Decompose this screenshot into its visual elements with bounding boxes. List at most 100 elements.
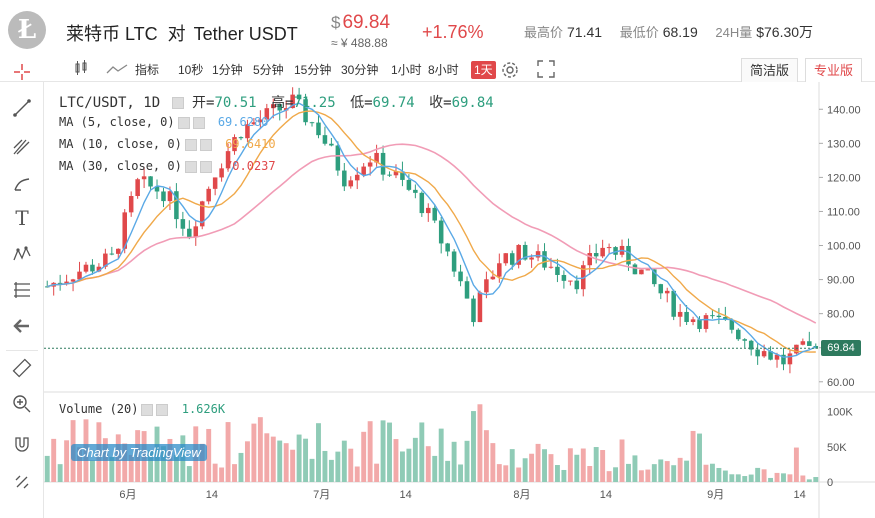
interval-5m[interactable]: 5分钟 (253, 63, 284, 77)
chart-canvas[interactable]: 60.0070.0080.0090.00100.00110.00120.0013… (44, 82, 875, 518)
volume-bar (716, 467, 722, 482)
time-tick-label: 14 (400, 489, 412, 501)
volume-bar (548, 454, 554, 482)
settings-gear-icon[interactable] (500, 60, 520, 83)
candle-body (742, 339, 747, 341)
ma10-label: MA (10, close, 0) (59, 137, 182, 151)
pro-view-tab[interactable]: 专业版 (805, 58, 863, 84)
candle-body (761, 351, 767, 357)
interval-1h[interactable]: 1小时 (391, 63, 422, 77)
interval-30m[interactable]: 30分钟 (341, 63, 379, 77)
ma5-close-icon[interactable] (192, 116, 205, 129)
candle-body (697, 319, 702, 329)
symbol-label: LTC/USDT, 1D (59, 95, 161, 111)
volume-bar (483, 430, 489, 482)
volume-bar (458, 464, 464, 482)
candle-body (626, 245, 631, 265)
volume-bar (542, 449, 547, 482)
text-tool-icon[interactable]: T (15, 206, 29, 230)
candle-body (206, 188, 211, 202)
volume-bar (348, 448, 354, 482)
interval-15m[interactable]: 15分钟 (294, 63, 332, 77)
volume-bar (57, 464, 63, 482)
crosshair-icon[interactable] (10, 60, 34, 84)
candle-body (561, 274, 567, 281)
candle-body (587, 253, 592, 266)
lock-drawings-icon[interactable] (10, 470, 34, 494)
simple-view-tab[interactable]: 简洁版 (741, 58, 799, 84)
volume-bar (380, 420, 386, 482)
interval-8h[interactable]: 8小时 (428, 63, 459, 77)
candle-body (600, 247, 605, 257)
fullscreen-icon[interactable] (537, 60, 555, 81)
volume-settings-icon[interactable] (141, 403, 154, 416)
candle-body (781, 354, 786, 365)
volume-bar (290, 449, 296, 482)
drawing-toolbar: T (0, 64, 44, 518)
candle-body (96, 266, 102, 272)
candle-body (503, 253, 509, 264)
candle-body (64, 281, 69, 284)
pattern-icon[interactable] (10, 242, 34, 266)
candle-body (225, 151, 231, 169)
candle-body (387, 174, 392, 176)
candle-body (716, 315, 722, 318)
coin-name: 莱特币 LTC (66, 24, 158, 44)
candle-body (180, 219, 186, 229)
ma10-close-icon[interactable] (199, 138, 212, 151)
volume-bar (161, 446, 166, 482)
volume-bar (296, 434, 302, 482)
legend-settings-icon[interactable] (171, 97, 184, 109)
tradingview-watermark[interactable]: Chart by TradingView (71, 444, 207, 461)
fib-icon[interactable] (10, 278, 34, 302)
volume-bar (64, 440, 70, 482)
volume-bar (755, 467, 761, 482)
candle-body (374, 152, 379, 163)
ma30-close-icon[interactable] (199, 160, 212, 173)
volume-bar (264, 433, 270, 482)
volume-close-icon[interactable] (156, 403, 169, 416)
volume-bar (774, 472, 780, 482)
ma30-settings-icon[interactable] (184, 160, 197, 173)
tool-divider (6, 350, 38, 351)
ma10-settings-icon[interactable] (184, 138, 197, 151)
indicator-icon[interactable] (106, 62, 128, 78)
indicator-button[interactable]: 指标 (135, 63, 160, 77)
ohlc-legend: LTC/USDT, 1D 开=70.51 高=71.25 低=69.74 收=6… (59, 92, 500, 112)
volume-bar (244, 441, 250, 482)
volume-bar (690, 430, 696, 482)
ma5-settings-icon[interactable] (177, 116, 190, 129)
interval-10s[interactable]: 10秒 (178, 63, 204, 77)
volume-bar (393, 439, 399, 482)
pitchfork-icon[interactable] (10, 134, 34, 158)
volume-bar (593, 447, 599, 482)
volume-bar (77, 447, 82, 482)
open-label: 开= (192, 95, 215, 111)
volume-bar (651, 464, 657, 482)
candle-body (613, 247, 618, 255)
interval-1d[interactable]: 1天 (471, 61, 496, 79)
volume-bar (173, 454, 179, 482)
trend-line-icon[interactable] (10, 96, 34, 120)
volume-bar (580, 448, 586, 482)
magnet-icon[interactable] (10, 432, 34, 456)
volume-bar (535, 443, 541, 482)
volume-bar (509, 449, 515, 482)
ruler-icon[interactable] (10, 356, 34, 380)
candle-body (167, 191, 173, 202)
candle-body (593, 253, 599, 257)
volume-bar (619, 439, 625, 482)
volume-bar (806, 479, 812, 482)
candle-body (755, 349, 760, 357)
candle-body (664, 290, 670, 294)
zoom-in-icon[interactable] (10, 392, 34, 416)
price-chart[interactable]: 60.0070.0080.0090.00100.00110.00120.0013… (44, 82, 875, 518)
back-arrow-icon[interactable] (10, 314, 34, 338)
volume-bar (44, 455, 50, 482)
candle-type-icon[interactable] (74, 60, 88, 79)
volume-value: $76.30万 (756, 24, 814, 40)
candle-body (193, 226, 199, 238)
candle-body (161, 191, 166, 202)
interval-1m[interactable]: 1分钟 (212, 63, 243, 77)
brush-icon[interactable] (10, 172, 34, 196)
